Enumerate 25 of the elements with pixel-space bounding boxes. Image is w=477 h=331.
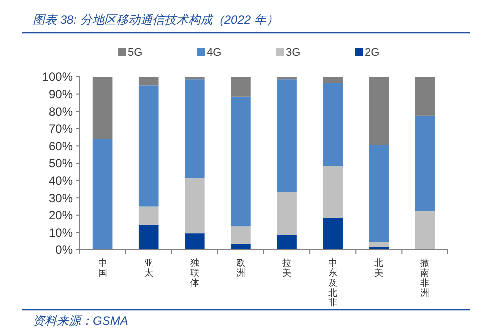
x-tick-label: 撒南非洲	[420, 258, 430, 298]
chart-title: 图表 38: 分地区移动通信技术构成（2022 年）	[33, 13, 278, 27]
legend-label: 5G	[128, 47, 143, 59]
y-tick-label: 30%	[48, 191, 74, 206]
y-tick-label: 80%	[48, 104, 74, 119]
y-tick-label: 90%	[48, 88, 74, 102]
y-tick-label: 100%	[42, 70, 74, 84]
y-tick-label: 20%	[48, 208, 74, 223]
x-tick-label: 中国	[98, 258, 108, 278]
x-tick-label: 拉美	[282, 258, 292, 278]
x-tick-label: 欧洲	[236, 258, 246, 278]
x-tick-label: 北美	[374, 258, 384, 278]
y-tick-label: 70%	[48, 122, 74, 136]
y-tick-label: 0%	[56, 243, 74, 258]
text: 资料来源：GSMA	[33, 314, 128, 328]
legend-label: 2G	[365, 47, 380, 59]
x-tick-label: 亚太	[144, 258, 154, 278]
x-tick-label: 中东及北非	[328, 258, 338, 308]
y-tick-label: 50%	[48, 156, 74, 171]
y-tick-label: 10%	[48, 226, 74, 240]
y-tick-label: 40%	[48, 174, 74, 188]
legend-label: 4G	[207, 47, 222, 59]
legend-label: 3G	[286, 47, 301, 59]
x-tick-label: 独联体	[190, 258, 200, 288]
y-tick-label: 60%	[48, 139, 74, 154]
